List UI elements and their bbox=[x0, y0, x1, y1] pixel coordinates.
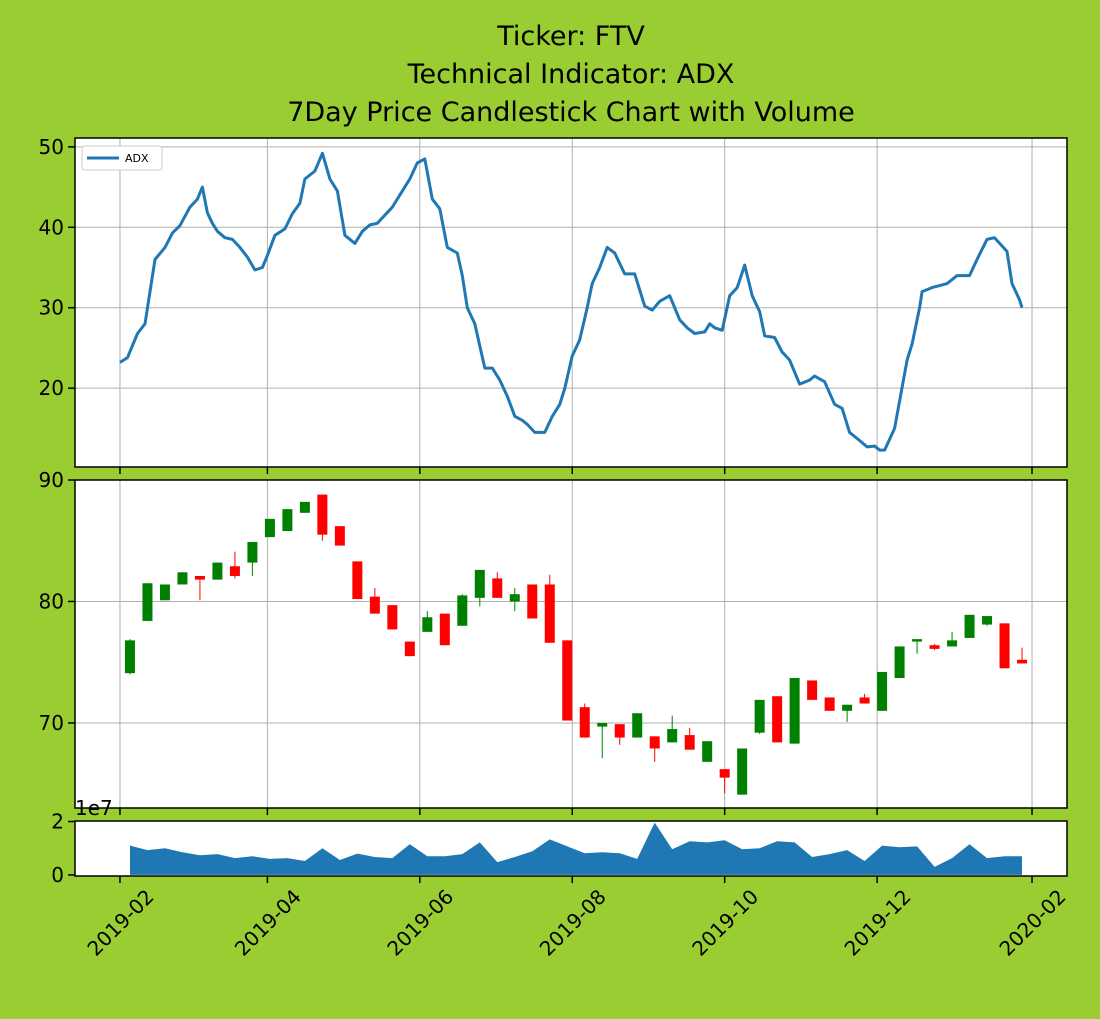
plot-area bbox=[75, 138, 1067, 467]
candle-body bbox=[702, 741, 713, 762]
y-tick-label: 2 bbox=[51, 810, 64, 834]
y-tick-label: 80 bbox=[39, 589, 64, 613]
candle-body bbox=[142, 583, 153, 621]
candle-body bbox=[929, 645, 940, 649]
offset-label: 1e7 bbox=[75, 796, 113, 820]
legend-box bbox=[81, 145, 163, 171]
candle-body bbox=[369, 596, 380, 614]
candle-body bbox=[754, 699, 765, 733]
candle-body bbox=[894, 646, 905, 679]
candle-body bbox=[999, 623, 1010, 669]
axes-frame bbox=[74, 479, 1068, 809]
axes-frame bbox=[74, 137, 1068, 468]
axes-frame bbox=[74, 820, 1068, 877]
candle-body bbox=[1017, 659, 1028, 664]
y-tick-label: 20 bbox=[39, 376, 64, 400]
candle-body bbox=[317, 494, 328, 535]
title-line: Technical Indicator: ADX bbox=[407, 59, 735, 90]
candle-body bbox=[562, 640, 573, 721]
candle-body bbox=[912, 639, 923, 642]
volume-area bbox=[130, 822, 1022, 875]
candle-body bbox=[982, 616, 993, 625]
y-tick-label: 70 bbox=[39, 711, 64, 735]
candle-body bbox=[177, 572, 188, 585]
candle-body bbox=[789, 678, 800, 744]
candle-body bbox=[474, 569, 485, 598]
candle-body bbox=[719, 769, 730, 778]
candle-body bbox=[632, 713, 643, 738]
candle-body bbox=[859, 697, 870, 704]
title-line: 7Day Price Candlestick Chart with Volume bbox=[287, 97, 855, 128]
candle-body bbox=[667, 729, 678, 743]
candle-body bbox=[334, 526, 345, 546]
candle-body bbox=[247, 541, 258, 563]
candle-body bbox=[159, 584, 170, 601]
candle-body bbox=[544, 584, 555, 643]
candle-body bbox=[264, 518, 275, 538]
candle-body bbox=[492, 578, 503, 598]
candle-body bbox=[422, 617, 433, 632]
candle-body bbox=[439, 613, 450, 646]
candle-body bbox=[212, 562, 223, 580]
candle-body bbox=[194, 575, 205, 580]
candle-body bbox=[737, 748, 748, 795]
candle-body bbox=[947, 640, 958, 647]
candle-body bbox=[527, 584, 538, 619]
candle-body bbox=[649, 736, 660, 749]
candle-body bbox=[597, 722, 608, 727]
title-line: Ticker: FTV bbox=[496, 21, 645, 52]
y-tick-label: 0 bbox=[51, 863, 64, 887]
legend-label: ADX bbox=[125, 152, 149, 165]
candle-body bbox=[824, 697, 835, 711]
candle-body bbox=[457, 595, 468, 626]
legend: ADX bbox=[81, 145, 163, 171]
y-tick-label: 40 bbox=[39, 215, 64, 239]
candle-body bbox=[772, 696, 783, 743]
candle-body bbox=[387, 605, 398, 630]
candle-body bbox=[509, 594, 520, 602]
candle-body bbox=[299, 501, 310, 513]
candle-body bbox=[807, 680, 818, 700]
candle-body bbox=[352, 561, 363, 600]
candle-body bbox=[404, 641, 415, 657]
y-tick-label: 50 bbox=[39, 135, 64, 159]
candle-body bbox=[282, 509, 293, 532]
candle-body bbox=[229, 566, 240, 576]
candle-body bbox=[614, 724, 625, 738]
candle-body bbox=[877, 671, 888, 711]
candle-body bbox=[124, 640, 135, 674]
candle-body bbox=[684, 735, 695, 750]
y-tick-label: 30 bbox=[39, 296, 64, 320]
y-tick-label: 90 bbox=[39, 468, 64, 492]
candle-body bbox=[579, 707, 590, 738]
candle-body bbox=[964, 614, 975, 638]
candle-body bbox=[842, 704, 853, 711]
adx-line bbox=[119, 151, 1024, 452]
